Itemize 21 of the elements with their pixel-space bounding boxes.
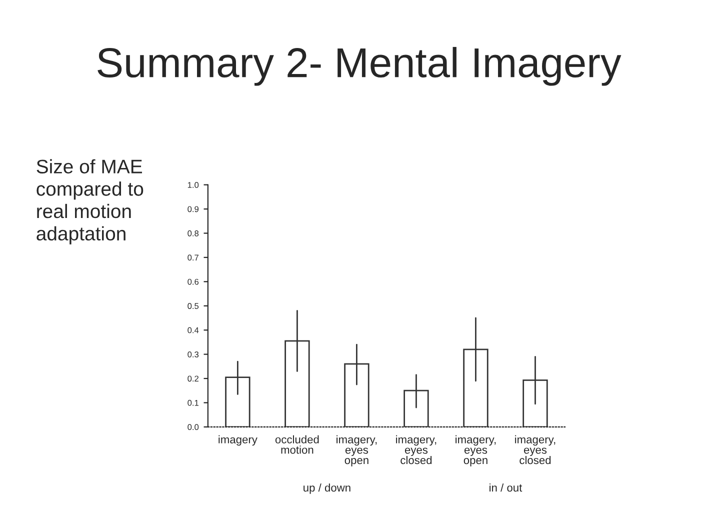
y-tick-label: 0.7 (188, 254, 198, 261)
y-tick-label: 0.4 (188, 327, 199, 334)
y-tick-label: 0.9 (188, 206, 199, 212)
x-tick-label: imagery (218, 435, 258, 446)
text: Size of MAE compared to real motion adaptation (36, 159, 144, 244)
x-tick-label: imagery, eyes open (336, 435, 377, 466)
text: in / out (490, 483, 522, 492)
x-tick-label: imagery, eyes open (456, 435, 496, 466)
x-tick-label: imagery, eyes closed (515, 435, 556, 464)
y-tick-label: 0.8 (188, 230, 199, 236)
y-tick-label: 0.6 (188, 278, 199, 285)
x-tick-label: occluded motion (275, 435, 319, 454)
x-tick-label: imagery, eyes closed (396, 435, 436, 464)
chart-title: Summary 2- Mental Imagery (98, 46, 622, 86)
text: up / down (304, 483, 350, 494)
y-tick-label: 0.3 (188, 351, 199, 358)
y-tick-label: 0.1 (188, 400, 198, 406)
y-tick-label: 0.0 (188, 424, 199, 430)
y-tick-label: 0.2 (188, 376, 198, 382)
y-tick-label: 1.0 (188, 182, 199, 188)
y-tick-label: 0.5 (188, 303, 199, 309)
